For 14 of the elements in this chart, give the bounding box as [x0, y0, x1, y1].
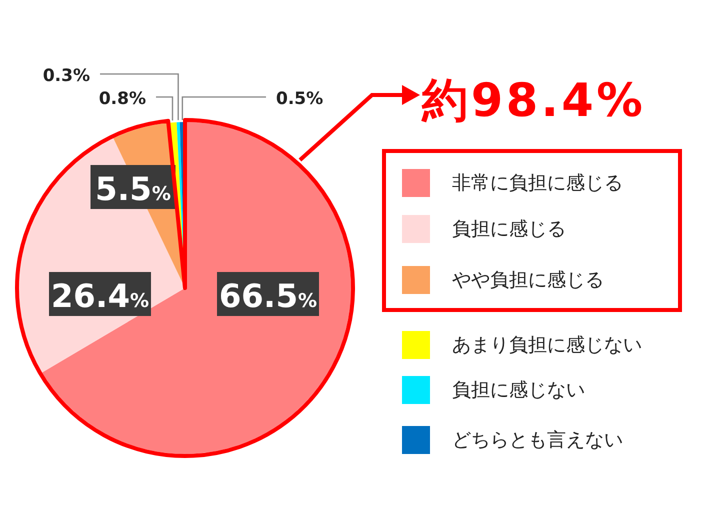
legend-label: 負担に感じない: [452, 378, 585, 403]
data-label: 5.5%: [95, 170, 171, 208]
data-label: 0.3%: [42, 66, 90, 86]
legend-label: 非常に負担に感じる: [452, 171, 623, 196]
legend-label: どちらとも言えない: [452, 428, 623, 453]
legend-label: あまり負担に感じない: [452, 333, 642, 358]
text: 約98.4%: [421, 73, 646, 127]
pie-slice: [42, 122, 351, 454]
data-label: 66.5%: [219, 277, 317, 315]
legend-label: やや負担に感じる: [452, 268, 604, 293]
data-label: 0.5%: [276, 89, 324, 109]
data-label: 26.4%: [51, 277, 149, 315]
data-label: 0.8%: [98, 89, 146, 109]
legend-label: 負担に感じる: [452, 217, 566, 242]
